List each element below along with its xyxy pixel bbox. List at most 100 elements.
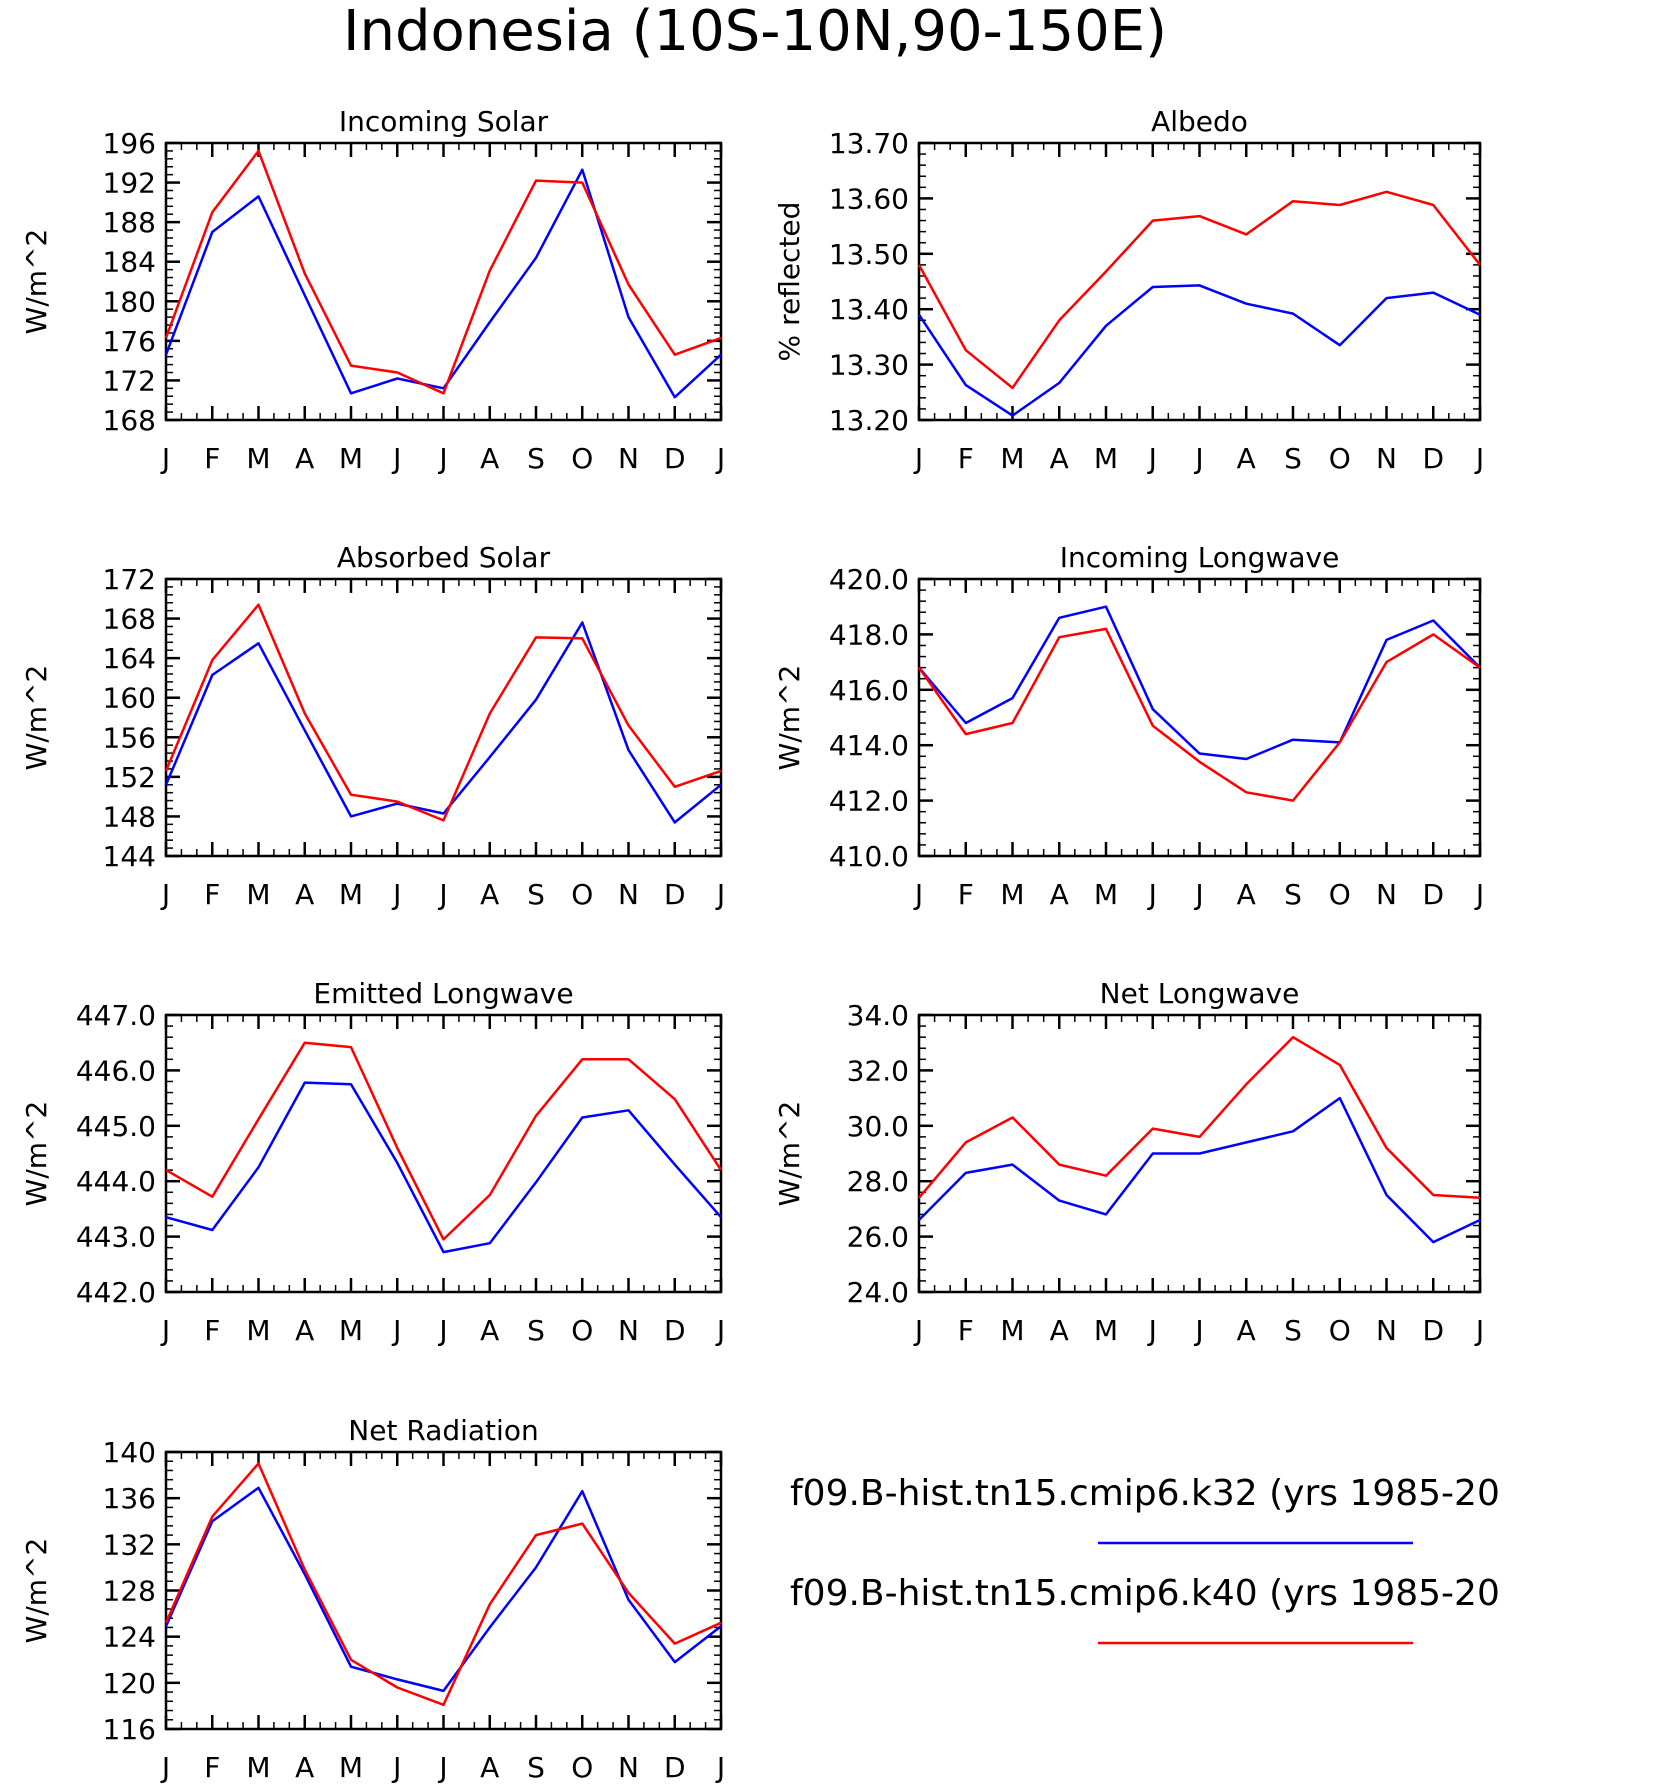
chart-title: Emitted Longwave <box>313 977 573 1010</box>
y-axis-label: W/m^2 <box>773 1101 806 1207</box>
x-tick-label: D <box>1422 1314 1444 1347</box>
y-tick-label: 445.0 <box>76 1110 156 1143</box>
x-tick-label: F <box>958 1314 974 1347</box>
y-tick-label: 160 <box>103 682 156 715</box>
x-tick-label: M <box>339 1314 363 1347</box>
y-tick-label: 144 <box>103 840 156 873</box>
y-tick-label: 443.0 <box>76 1221 156 1254</box>
series-line-0 <box>165 1081 722 1254</box>
x-tick-label: N <box>618 1751 639 1783</box>
y-axis-label: W/m^2 <box>20 229 53 335</box>
x-tick-label: J <box>1147 442 1157 475</box>
x-tick-label: F <box>204 1751 220 1783</box>
y-tick-label: 196 <box>103 127 156 160</box>
x-tick-label: N <box>618 1314 639 1347</box>
y-tick-label: 26.0 <box>847 1221 909 1254</box>
x-tick-label: M <box>1094 442 1118 475</box>
y-tick-label: 192 <box>103 167 156 200</box>
y-tick-label: 152 <box>103 761 156 794</box>
chart-title: Incoming Solar <box>339 105 549 138</box>
x-tick-label: J <box>391 1314 401 1347</box>
series-line-0 <box>918 1096 1481 1244</box>
series-line-1 <box>165 1041 723 1241</box>
x-tick-label: D <box>1422 442 1444 475</box>
series-line-1 <box>917 627 1481 802</box>
x-tick-label: J <box>1474 1314 1484 1347</box>
y-tick-label: 446.0 <box>76 1054 156 1087</box>
x-tick-label: J <box>715 878 725 911</box>
x-tick-label: D <box>664 442 686 475</box>
x-tick-label: A <box>1050 878 1069 911</box>
x-tick-label: M <box>246 878 270 911</box>
x-tick-label: F <box>958 878 974 911</box>
y-tick-label: 444.0 <box>76 1165 156 1198</box>
y-axis-label: % reflected <box>773 202 806 362</box>
y-tick-label: 412.0 <box>829 785 909 818</box>
chart-panel-1: J F M A M J J A S O N D J13.2013.3013.4013.5013.6013… <box>773 105 1484 475</box>
x-tick-label: A <box>1237 1314 1256 1347</box>
x-tick-label: M <box>246 442 270 475</box>
x-tick-label: N <box>618 442 639 475</box>
x-tick-label: S <box>1284 878 1302 911</box>
x-tick-label: O <box>1329 442 1351 475</box>
series-line-1 <box>164 603 722 822</box>
x-tick-label: J <box>391 442 401 475</box>
y-tick-label: 416.0 <box>829 674 909 707</box>
chart-panels: J F M A M J J A S O N D J168172176180184188192196Inc… <box>20 105 1484 1784</box>
x-tick-label: N <box>1376 1314 1397 1347</box>
y-axis-label: W/m^2 <box>20 665 53 771</box>
x-tick-label: J <box>391 1751 401 1783</box>
x-tick-label: M <box>339 1751 363 1783</box>
legend-label-k40: f09.B-hist.tn15.cmip6.k40 (yrs 1985-20 <box>790 1573 1500 1614</box>
x-tick-label: D <box>1422 878 1444 911</box>
x-tick-label: J <box>1193 1314 1203 1347</box>
y-tick-label: 116 <box>103 1713 156 1746</box>
x-tick-label: A <box>1237 442 1256 475</box>
x-tick-label: O <box>571 878 593 911</box>
x-tick-label: N <box>1376 878 1397 911</box>
y-tick-label: 132 <box>103 1528 156 1561</box>
x-tick-label: J <box>715 442 725 475</box>
x-tick-label: J <box>1474 878 1484 911</box>
x-tick-label: N <box>1376 442 1397 475</box>
x-tick-label: J <box>437 878 447 911</box>
y-tick-label: 136 <box>103 1482 156 1515</box>
y-tick-label: 13.20 <box>829 404 909 437</box>
series-line-1 <box>917 190 1481 390</box>
x-tick-label: D <box>664 878 686 911</box>
series-line-0 <box>164 621 722 824</box>
x-tick-label: M <box>339 878 363 911</box>
y-tick-label: 32.0 <box>847 1054 909 1087</box>
y-tick-label: 442.0 <box>76 1276 156 1309</box>
x-tick-label: A <box>1237 878 1256 911</box>
plot-frame <box>917 577 1482 858</box>
legend: f09.B-hist.tn15.cmip6.k32 (yrs 1985-20 f… <box>790 1473 1500 1645</box>
y-axis-label: W/m^2 <box>773 665 806 771</box>
y-tick-label: 184 <box>103 246 156 279</box>
chart-panel-2: J F M A M J J A S O N D J144148152156160164168172Abs… <box>20 541 725 911</box>
x-tick-label: M <box>339 442 363 475</box>
chart-panel-0: J F M A M J J A S O N D J168172176180184188192196Inc… <box>20 105 725 475</box>
x-tick-label: A <box>295 442 314 475</box>
x-tick-label: J <box>160 1314 170 1347</box>
x-tick-label: M <box>1000 442 1024 475</box>
x-tick-label: J <box>1147 878 1157 911</box>
y-tick-label: 140 <box>103 1436 156 1469</box>
y-tick-label: 148 <box>103 800 156 833</box>
y-tick-label: 13.50 <box>829 238 909 271</box>
series-line-1 <box>918 1035 1481 1200</box>
x-tick-label: O <box>571 1751 593 1783</box>
x-tick-label: J <box>391 878 401 911</box>
x-tick-label: F <box>204 442 220 475</box>
y-tick-label: 13.70 <box>829 127 909 160</box>
y-tick-label: 30.0 <box>847 1110 909 1143</box>
y-tick-label: 168 <box>103 603 156 636</box>
x-tick-label: M <box>1094 1314 1118 1347</box>
plot-frame <box>164 141 723 422</box>
y-tick-label: 418.0 <box>829 618 909 651</box>
y-axis-label: W/m^2 <box>20 1538 53 1644</box>
y-tick-label: 188 <box>103 206 156 239</box>
x-tick-label: J <box>437 1751 447 1783</box>
y-tick-label: 13.40 <box>829 293 909 326</box>
x-tick-label: A <box>480 442 499 475</box>
